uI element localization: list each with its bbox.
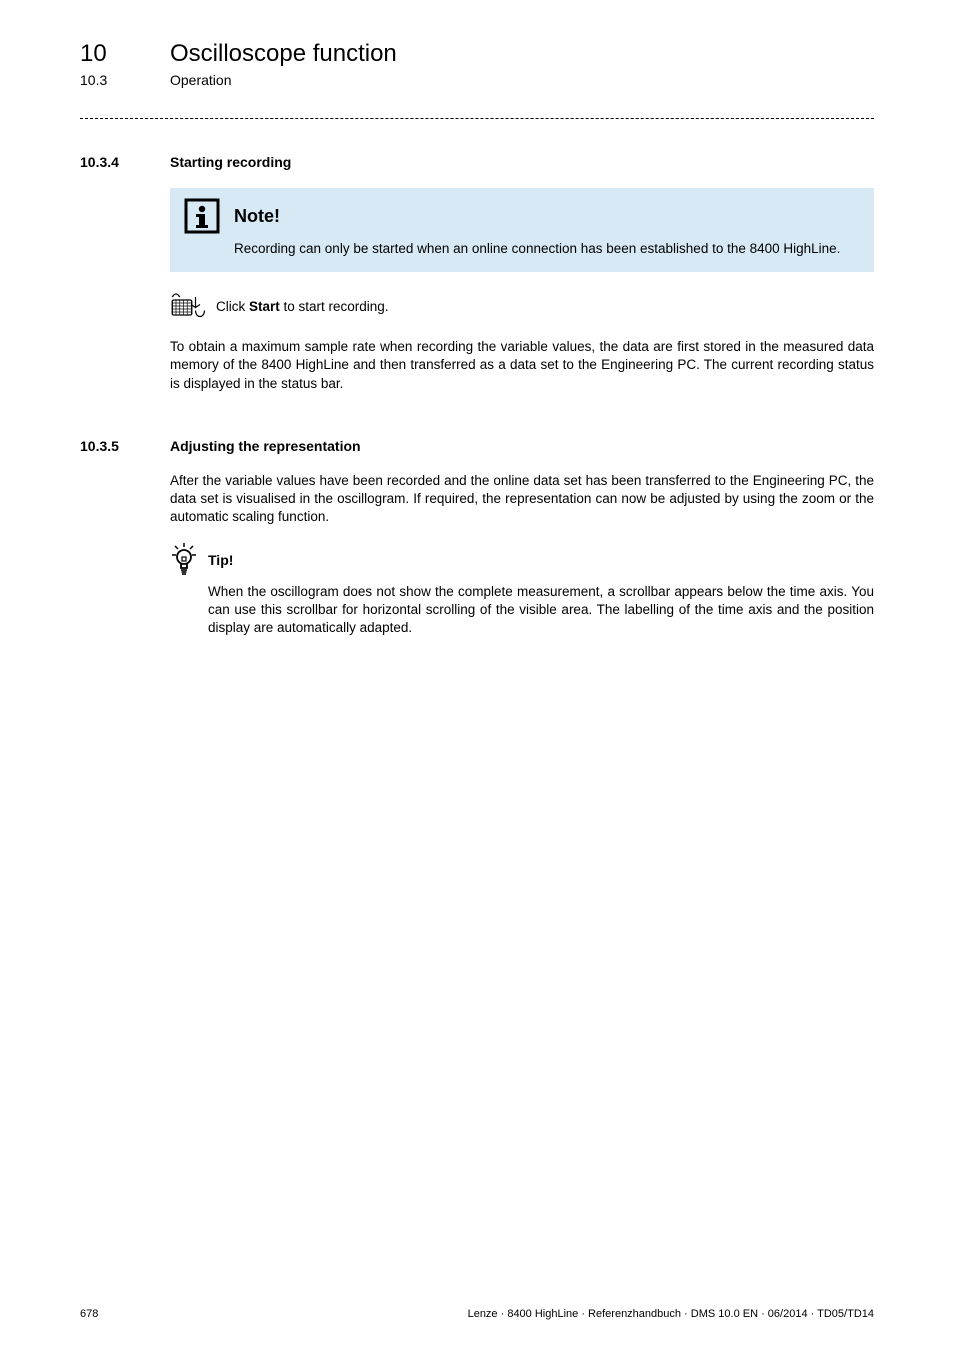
footer-info: Lenze · 8400 HighLine · Referenzhandbuch… xyxy=(468,1308,874,1320)
tip-title: Tip! xyxy=(208,552,233,568)
section-content: Note! Recording can only be started when… xyxy=(170,188,874,393)
step-prefix: Click xyxy=(216,299,249,314)
body-paragraph: To obtain a maximum sample rate when rec… xyxy=(170,338,874,393)
note-title: Note! xyxy=(234,206,280,227)
body-paragraph: After the variable values have been reco… xyxy=(170,472,874,527)
section-heading: 10.3.5 Adjusting the representation xyxy=(80,438,874,454)
section-title: Starting recording xyxy=(170,154,291,170)
step-bold: Start xyxy=(249,299,280,314)
chapter-header: 10 Oscilloscope function xyxy=(80,40,874,68)
step-line: Click Start to start recording. xyxy=(170,292,874,320)
oscilloscope-icon xyxy=(170,292,206,320)
page: 10 Oscilloscope function 10.3 Operation … xyxy=(0,0,954,1350)
tip-body: When the oscillogram does not show the c… xyxy=(208,583,874,638)
info-icon xyxy=(184,198,220,234)
tip-block: Tip! When the oscillogram does not show … xyxy=(170,543,874,638)
lightbulb-icon xyxy=(170,543,198,577)
step-suffix: to start recording. xyxy=(280,299,389,314)
section-content: After the variable values have been reco… xyxy=(170,472,874,637)
section-heading: 10.3.4 Starting recording xyxy=(80,154,874,170)
section-number: 10.3.4 xyxy=(80,154,140,170)
subchapter-header: 10.3 Operation xyxy=(80,72,874,88)
chapter-number: 10 xyxy=(80,40,140,68)
note-box: Note! Recording can only be started when… xyxy=(170,188,874,272)
page-number: 678 xyxy=(80,1308,98,1320)
note-body: Recording can only be started when an on… xyxy=(234,240,860,258)
note-header: Note! xyxy=(184,198,860,234)
tip-header: Tip! xyxy=(170,543,874,577)
divider xyxy=(80,118,874,119)
subchapter-title: Operation xyxy=(170,72,231,88)
chapter-title: Oscilloscope function xyxy=(170,40,397,68)
subchapter-number: 10.3 xyxy=(80,72,140,88)
section-number: 10.3.5 xyxy=(80,438,140,454)
section-title: Adjusting the representation xyxy=(170,438,361,454)
page-footer: 678 Lenze · 8400 HighLine · Referenzhand… xyxy=(80,1308,874,1320)
step-text: Click Start to start recording. xyxy=(216,299,389,314)
